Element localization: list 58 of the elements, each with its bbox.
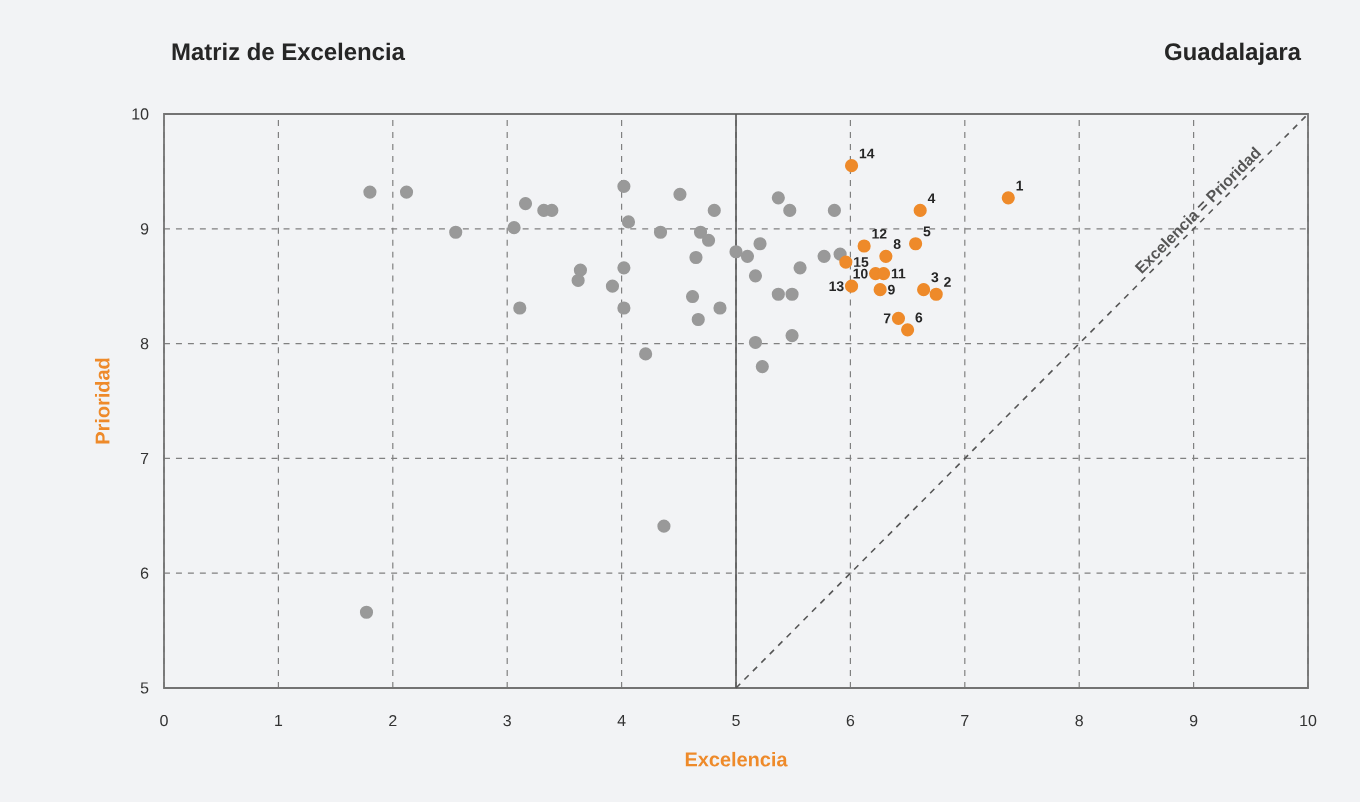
point — [573, 263, 587, 277]
point — [617, 261, 631, 275]
point — [657, 519, 671, 533]
point — [621, 215, 636, 229]
point — [693, 225, 708, 239]
point — [399, 185, 414, 199]
point — [689, 250, 703, 265]
x-axis-title: Excelencia — [685, 751, 788, 767]
point — [817, 249, 831, 263]
point — [827, 203, 841, 218]
point — [639, 347, 653, 361]
point — [748, 269, 763, 283]
point — [771, 191, 785, 205]
point — [713, 301, 727, 315]
point — [857, 239, 871, 253]
point — [571, 273, 585, 288]
point — [740, 249, 755, 263]
point — [755, 359, 769, 374]
point — [891, 311, 906, 325]
point — [771, 287, 785, 301]
point — [785, 328, 799, 343]
point — [701, 233, 716, 247]
point — [617, 301, 631, 315]
point — [513, 301, 527, 315]
point — [793, 261, 807, 275]
point — [901, 323, 915, 337]
point — [873, 283, 887, 297]
point — [507, 221, 521, 235]
point — [691, 312, 705, 327]
point — [844, 279, 859, 293]
point — [707, 203, 721, 218]
point — [917, 283, 931, 297]
point — [359, 605, 374, 619]
point — [1001, 191, 1015, 205]
point — [844, 159, 859, 173]
point — [929, 287, 943, 301]
point — [909, 237, 923, 251]
point — [729, 245, 743, 259]
point — [879, 249, 893, 263]
y-axis-title: Prioridad — [94, 358, 110, 444]
point — [449, 225, 463, 239]
point — [605, 279, 620, 293]
point — [877, 267, 891, 281]
point — [913, 203, 927, 218]
chart-subtitle: Guadalajara — [1165, 42, 1302, 65]
point — [839, 255, 853, 269]
point — [545, 203, 559, 218]
point — [785, 287, 799, 301]
chart-title: Matriz de Excelencia — [172, 42, 406, 61]
point — [748, 335, 763, 350]
point — [783, 203, 797, 218]
point — [673, 187, 687, 201]
point — [363, 185, 377, 199]
point — [753, 237, 767, 251]
point — [617, 179, 631, 193]
point — [685, 289, 700, 304]
point — [653, 225, 668, 239]
point — [518, 196, 533, 211]
